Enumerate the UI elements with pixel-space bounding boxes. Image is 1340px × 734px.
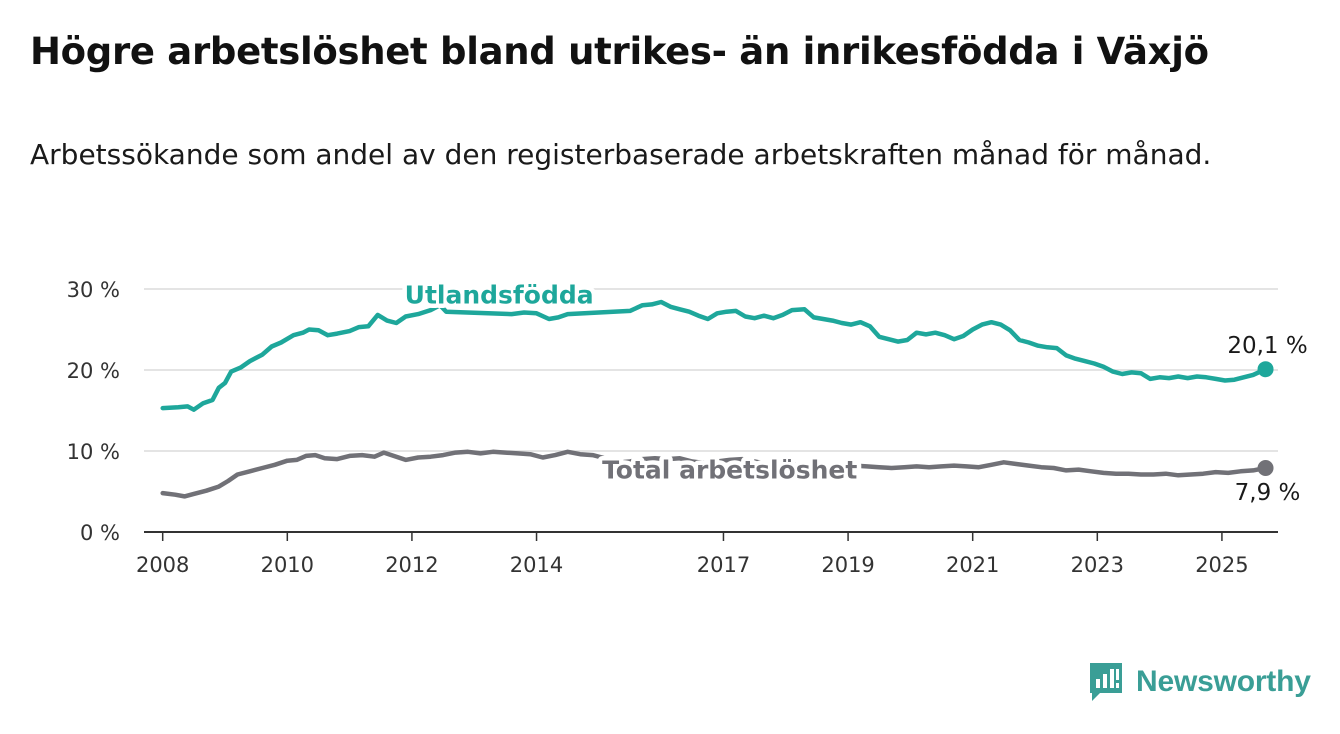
y-tick-label: 30 %	[67, 278, 120, 302]
series-lines	[160, 299, 1274, 499]
series-end-value: 20,1 %	[1227, 333, 1307, 359]
y-tick-label: 20 %	[67, 359, 120, 383]
newsworthy-logo-icon	[1088, 661, 1124, 703]
series-label: Total arbetslöshet	[602, 456, 857, 485]
series-endpoint	[1257, 361, 1274, 378]
series-line-utlandsfodda	[160, 299, 1268, 412]
chart-subtitle: Arbetssökande som andel av den registerb…	[30, 138, 1212, 171]
series-label-halo: Utlandsfödda	[405, 281, 594, 310]
x-tick-label: 2010	[261, 553, 314, 577]
series-endpoint	[1257, 460, 1274, 477]
series-label-halo: Total arbetslöshet	[602, 456, 857, 485]
brand-name: Newsworthy	[1136, 665, 1311, 698]
newsworthy-brand: Newsworthy	[1088, 660, 1311, 704]
x-tick-label: 2021	[946, 553, 999, 577]
series-end-value: 7,9 %	[1235, 480, 1301, 506]
x-tick-label: 2012	[385, 553, 438, 577]
gridlines: 0 % 10 % 20 % 30 %	[67, 278, 1278, 545]
chart-title: Högre arbetslöshet bland utrikes- än inr…	[30, 30, 1209, 73]
x-axis: 2008 2010 2012 2014 2017 2019 2021 2023 2025	[136, 531, 1278, 577]
x-tick-label: 2014	[510, 553, 563, 577]
series-line-total	[160, 449, 1268, 499]
y-tick-label: 10 %	[67, 440, 120, 464]
x-tick-label: 2008	[136, 553, 189, 577]
x-tick-label: 2023	[1071, 553, 1124, 577]
series-label: Utlandsfödda	[405, 281, 594, 310]
x-tick-label: 2025	[1195, 553, 1248, 577]
y-tick-label: 0 %	[80, 521, 120, 545]
x-tick-label: 2019	[821, 553, 874, 577]
x-tick-label: 2017	[697, 553, 750, 577]
